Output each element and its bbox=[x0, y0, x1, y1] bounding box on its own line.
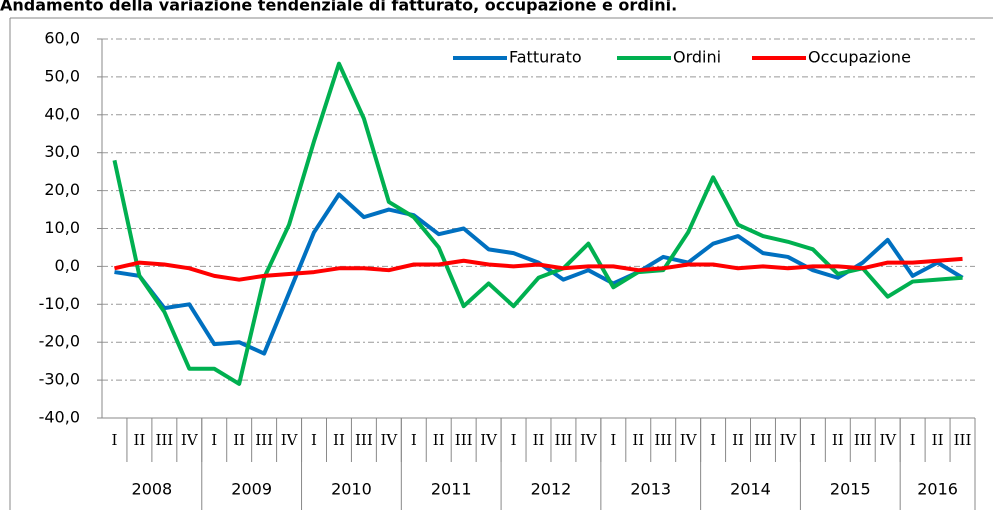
quarter-label: IV bbox=[580, 431, 598, 449]
quarter-label: IV bbox=[879, 431, 897, 449]
quarter-label: II bbox=[832, 431, 844, 449]
year-label: 2014 bbox=[730, 480, 771, 499]
y-tick-label: -20,0 bbox=[39, 332, 80, 351]
quarter-label: II bbox=[333, 431, 345, 449]
series-line bbox=[114, 256, 963, 282]
quarter-label: IV bbox=[380, 431, 398, 449]
year-label: 2012 bbox=[531, 480, 572, 499]
quarter-label: III bbox=[654, 431, 672, 449]
legend-label: Fatturato bbox=[509, 48, 582, 67]
quarter-label: III bbox=[355, 431, 373, 449]
quarter-label: I bbox=[710, 431, 716, 449]
year-label: 2010 bbox=[331, 480, 372, 499]
y-tick-label: 30,0 bbox=[44, 142, 80, 161]
legend-label: Occupazione bbox=[808, 48, 911, 67]
quarter-label: III bbox=[155, 431, 173, 449]
year-label: 2015 bbox=[830, 480, 871, 499]
quarter-label: II bbox=[533, 431, 545, 449]
quarter-label: IV bbox=[480, 431, 498, 449]
quarter-label: III bbox=[954, 431, 972, 449]
quarter-label: IV bbox=[780, 431, 798, 449]
legend-label: Ordini bbox=[673, 48, 721, 67]
quarter-label: IV bbox=[181, 431, 199, 449]
year-label: 2011 bbox=[431, 480, 472, 499]
y-tick-label: -40,0 bbox=[39, 408, 80, 427]
quarter-label: II bbox=[433, 431, 445, 449]
quarter-label: II bbox=[233, 431, 245, 449]
year-label: 2016 bbox=[917, 480, 958, 499]
quarter-label: II bbox=[632, 431, 644, 449]
quarter-label: III bbox=[455, 431, 473, 449]
quarter-label: III bbox=[555, 431, 573, 449]
y-tick-label: 20,0 bbox=[44, 180, 80, 199]
quarter-label: I bbox=[411, 431, 417, 449]
quarter-label: II bbox=[932, 431, 944, 449]
quarter-label: I bbox=[211, 431, 217, 449]
quarter-label: II bbox=[732, 431, 744, 449]
quarter-label: III bbox=[854, 431, 872, 449]
y-tick-label: 60,0 bbox=[44, 29, 80, 48]
y-tick-label: -10,0 bbox=[39, 294, 80, 313]
quarter-label: II bbox=[133, 431, 145, 449]
quarter-label: III bbox=[754, 431, 772, 449]
series-line bbox=[112, 61, 963, 386]
y-tick-label: 10,0 bbox=[44, 218, 80, 237]
y-tick-label: 50,0 bbox=[44, 66, 80, 85]
quarter-label: I bbox=[610, 431, 616, 449]
quarter-label: I bbox=[511, 431, 517, 449]
chart-title: Andamento della variazione tendenziale d… bbox=[0, 0, 677, 15]
year-label: 2013 bbox=[630, 480, 671, 499]
quarter-label: I bbox=[112, 431, 118, 449]
quarter-label: IV bbox=[680, 431, 698, 449]
y-tick-label: 40,0 bbox=[44, 104, 80, 123]
year-label: 2008 bbox=[132, 480, 173, 499]
quarter-label: I bbox=[910, 431, 916, 449]
quarter-label: I bbox=[810, 431, 816, 449]
quarter-label: I bbox=[311, 431, 317, 449]
quarter-label: IV bbox=[281, 431, 299, 449]
y-tick-label: -30,0 bbox=[39, 370, 80, 389]
year-label: 2009 bbox=[231, 480, 272, 499]
y-tick-label: 0,0 bbox=[55, 256, 80, 275]
quarter-label: III bbox=[255, 431, 273, 449]
